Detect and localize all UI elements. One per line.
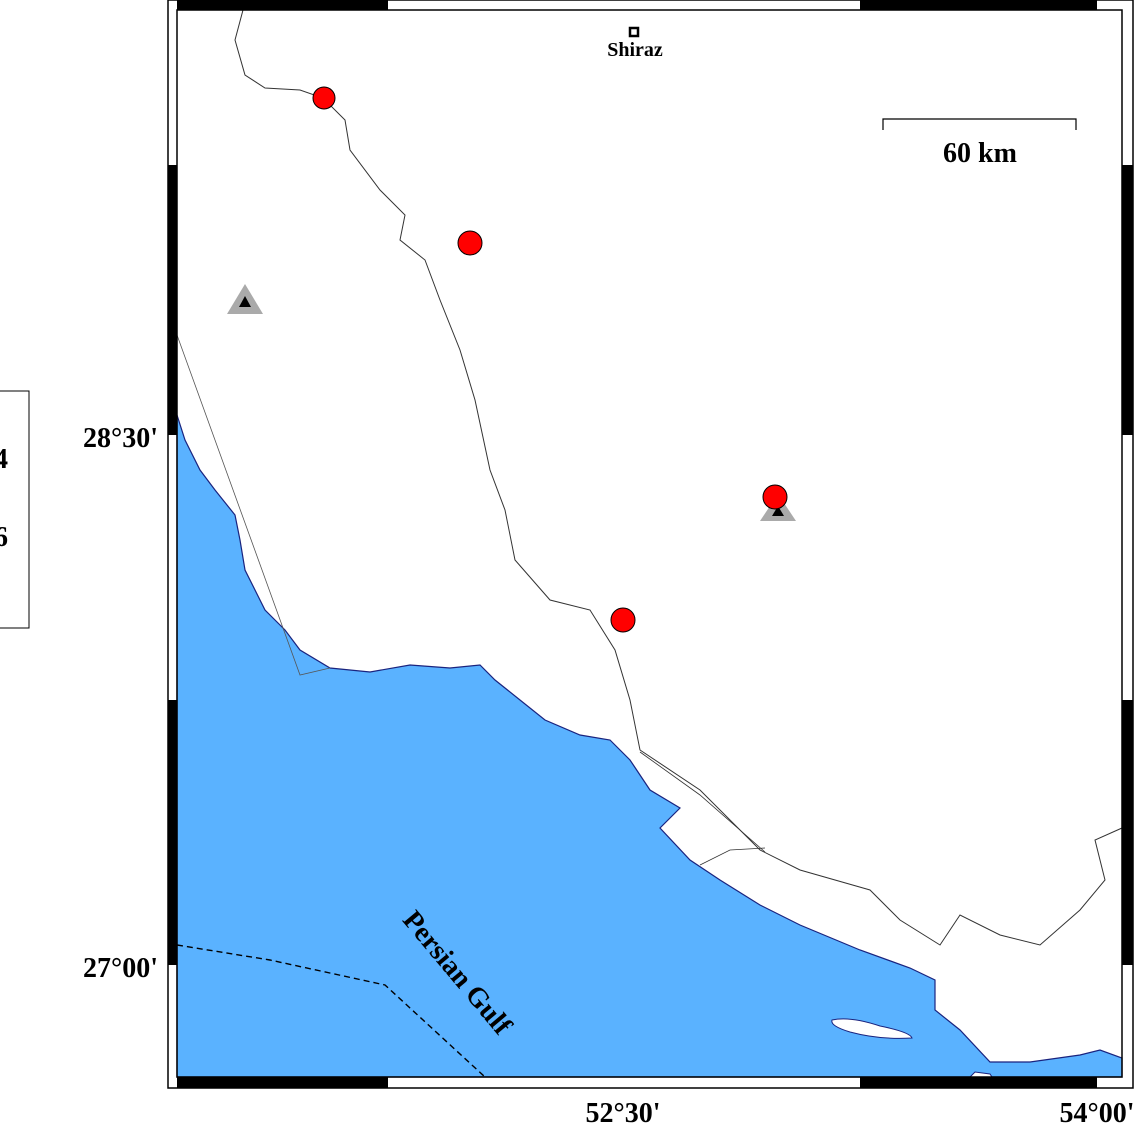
- lat-label: 28°30': [83, 423, 158, 454]
- province-border: [176, 334, 331, 676]
- maritime-border: [176, 944, 486, 1078]
- sea-area: [176, 414, 1123, 1078]
- event-circle-icon: [762, 484, 788, 510]
- lat-label: 27°00': [83, 953, 158, 984]
- legend-label: 4: [0, 444, 8, 475]
- island: [831, 1018, 913, 1039]
- event-circle-icon: [457, 230, 483, 256]
- scale-bar: [882, 118, 1077, 130]
- station-triangle-icon: [227, 284, 263, 314]
- legend: 4 6: [0, 390, 30, 629]
- scale-label: 60 km: [943, 138, 1017, 169]
- city-label: Shiraz: [607, 39, 663, 61]
- map-frame: [167, 0, 1134, 1089]
- lon-label: 54°00': [1060, 1098, 1135, 1126]
- event-circle-icon: [610, 607, 636, 633]
- event-circle-icon: [312, 86, 336, 110]
- legend-label: 6: [0, 522, 8, 553]
- province-border: [234, 9, 1123, 946]
- lon-label: 52°30': [586, 1098, 661, 1126]
- city-marker-icon: [628, 26, 640, 38]
